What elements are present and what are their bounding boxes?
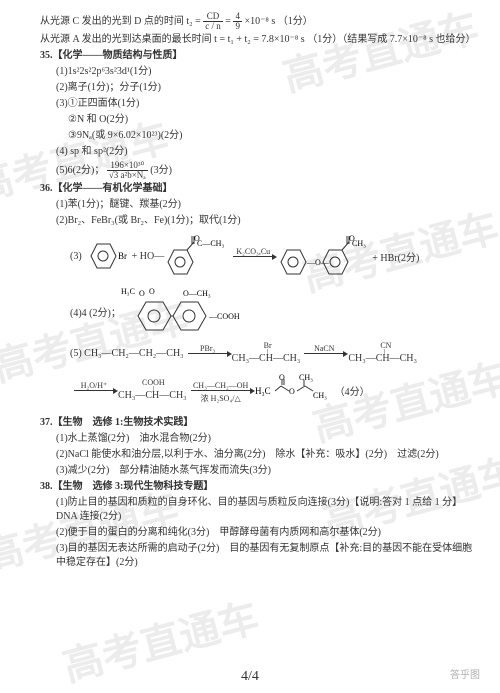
fraction: 196×10³⁰ √3 a²b×Nₐ xyxy=(107,161,148,180)
reaction-arrow-icon: K₂CO₃,Cu xyxy=(233,256,273,257)
reaction-arrow-icon: CH₃—CH₂—OH 浓 H₂SO₄/△ xyxy=(191,390,251,391)
fraction: 4 9 xyxy=(233,12,242,31)
text-line: (3)①正四面体(1分) xyxy=(56,97,475,111)
reaction-arrow-icon: H₂O/H⁺ xyxy=(74,390,114,391)
benzene-br-icon: Br xyxy=(82,236,132,276)
text-line: ②N 和 O(2分) xyxy=(68,113,475,127)
svg-text:—COOH: —COOH xyxy=(208,312,240,321)
text-line: (1)水上蒸馏(2分) 油水混合物(2分) xyxy=(56,432,475,446)
text: (3分) xyxy=(150,165,172,176)
text-line: 从光源 C 发出的光到 D 点的时间 t₂ = CD c / n = 4 9 ×… xyxy=(40,12,475,31)
ester-product-icon: H₃C O O CH₃ CH₃ xyxy=(255,368,335,412)
svg-text:O—CH₃: O—CH₃ xyxy=(183,289,211,298)
condition: H₂O/H⁺ xyxy=(74,381,114,390)
question-heading: 36.【化学——有机化学基础】 xyxy=(40,182,475,196)
text: (5)6(2分)； xyxy=(56,165,104,176)
molecule: CN | CH₃—CH—CH₃ xyxy=(348,343,417,364)
svg-text:O: O xyxy=(149,287,155,296)
molecule: COOH | CH₃—CH—CH₃ xyxy=(118,380,187,401)
bicyclic-structure-icon: H₃C O O —COOH O—CH₃ xyxy=(121,284,271,339)
substituent: CN xyxy=(380,341,391,350)
text-line: (4) sp 和 sp²(2分) xyxy=(56,145,475,159)
fraction: CD c / n xyxy=(203,12,223,31)
source-stamp: 答乎图 xyxy=(450,666,480,681)
product-icon: —O— O CH₃ xyxy=(277,232,372,280)
reaction-arrow-icon: PBr₃ xyxy=(188,353,228,354)
condition: NaCN xyxy=(304,344,344,353)
question-heading: 35.【化学——物质结构与性质】 xyxy=(40,49,475,63)
phenol-ketone-icon: O C—CH₃ xyxy=(164,232,229,280)
text-line: (3)目的基因无表达所需的启动子(2分) 目的基因有无复制原点【补充:目的基因不… xyxy=(56,542,475,570)
denominator: c / n xyxy=(203,22,223,31)
condition: PBr₃ xyxy=(188,344,228,353)
label: (4)4 (2分)； xyxy=(70,304,121,319)
condition: K₂CO₃,Cu xyxy=(233,247,273,256)
text: ×10⁻⁸ s （1分） xyxy=(244,16,312,27)
chem-equation: H₂O/H⁺ COOH | CH₃—CH—CH₃ CH₃—CH₂—OH 浓 H₂… xyxy=(70,368,475,412)
svg-text:O: O xyxy=(139,289,145,298)
svg-text:CH₃: CH₃ xyxy=(299,373,313,382)
chem-equation: (4)4 (2分)； H₃C O O —COOH O—CH₃ xyxy=(70,284,475,339)
svg-text:CH₃: CH₃ xyxy=(313,391,327,400)
question-heading: 38.【生物 选修 3:现代生物科技专题】 xyxy=(40,480,475,494)
chem-equation: (5) CH₃—CH₂—CH₂—CH₃ PBr₃ Br | CH₃—CH—CH₃… xyxy=(70,343,475,364)
svg-text:—O—: —O— xyxy=(306,258,330,267)
chem-equation: (3) Br + HO— O C—CH₃ K₂CO₃,Cu xyxy=(70,232,475,280)
condition: CH₃—CH₂—OH xyxy=(191,381,251,390)
svg-text:Br: Br xyxy=(118,251,127,261)
denominator: 9 xyxy=(233,22,242,31)
svg-text:H₃C: H₃C xyxy=(121,287,135,296)
text-line: (1)防止目的基因和质粒的自身环化、目的基因与质粒反向连接(3分)【说明:答对 … xyxy=(56,496,475,524)
text: + HBr(2分) xyxy=(372,249,419,264)
svg-text:C—CH₃: C—CH₃ xyxy=(197,239,224,248)
text-line: 从光源 A 发出的光到达桌面的最长时间 t = t₁ + t₂ = 7.8×10… xyxy=(40,33,475,47)
reaction-arrow-icon: NaCN xyxy=(304,353,344,354)
svg-text:H₃C: H₃C xyxy=(255,386,271,396)
denominator: √3 a²b×Nₐ xyxy=(107,171,148,180)
score: （4分） xyxy=(335,383,370,398)
text-line: (1)苯(1分)；醚键、羰基(2分) xyxy=(56,198,475,212)
text-line: (1)1s²2s²2p⁶3s²3d¹(1分) xyxy=(56,65,475,79)
text: = xyxy=(225,16,233,27)
label: (3) xyxy=(70,251,82,262)
text-line: (5)6(2分)； 196×10³⁰ √3 a²b×Nₐ (3分) xyxy=(56,161,475,180)
condition: 浓 H₂SO₄/△ xyxy=(191,393,251,404)
plus: + HO— xyxy=(132,251,165,262)
text: 从光源 C 发出的光到 D 点的时间 t₂ = xyxy=(40,16,203,27)
text-line: (2)NaCl 能使水和油分层,以利于水、油分离(2分) 除水【补充：吸水】(2… xyxy=(56,448,475,462)
svg-text:CH₃: CH₃ xyxy=(352,239,366,248)
text-line: (2)离子(1分)；分子(1分) xyxy=(56,81,475,95)
svg-text:O: O xyxy=(289,387,295,396)
label: (5) CH₃—CH₂—CH₂—CH₃ xyxy=(70,348,184,359)
text-line: (3)减少(2分) 部分精油随水蒸气挥发而流失(3分) xyxy=(56,464,475,478)
text-line: ③9Nₐ(或 9×6.02×10²³)(2分) xyxy=(68,129,475,143)
question-heading: 37.【生物 选修 1:生物技术实践】 xyxy=(40,416,475,430)
text-line: (2)Br₂、FeBr₃(或 Br₂、Fe)(1分)；取代(1分) xyxy=(56,214,475,228)
page-number: 4/4 xyxy=(0,669,500,685)
molecule: Br | CH₃—CH—CH₃ xyxy=(232,343,301,364)
text-line: (2)便于目的蛋白的分离和纯化(3分) 甲醇酵母菌有内质网和高尔基体(2分) xyxy=(56,526,475,540)
